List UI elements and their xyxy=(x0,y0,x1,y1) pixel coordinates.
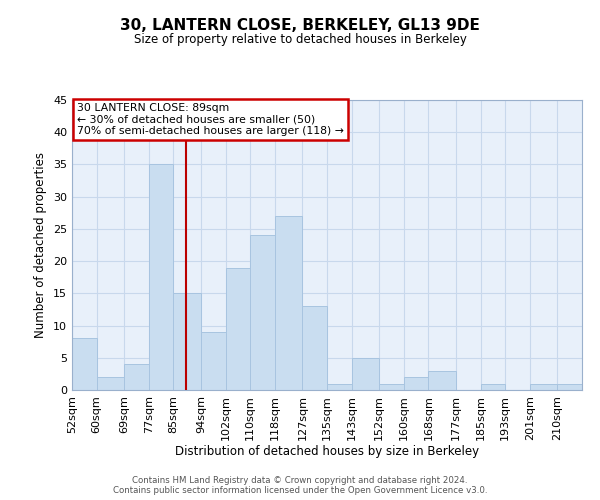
Bar xyxy=(72,338,97,390)
Bar xyxy=(201,332,226,390)
Y-axis label: Number of detached properties: Number of detached properties xyxy=(34,152,47,338)
Text: 30, LANTERN CLOSE, BERKELEY, GL13 9DE: 30, LANTERN CLOSE, BERKELEY, GL13 9DE xyxy=(120,18,480,32)
X-axis label: Distribution of detached houses by size in Berkeley: Distribution of detached houses by size … xyxy=(175,446,479,458)
Text: Size of property relative to detached houses in Berkeley: Size of property relative to detached ho… xyxy=(134,32,466,46)
Bar xyxy=(97,377,124,390)
Bar xyxy=(379,384,404,390)
Bar xyxy=(327,384,352,390)
Bar xyxy=(124,364,149,390)
Bar xyxy=(352,358,379,390)
Bar xyxy=(530,384,557,390)
Text: Contains public sector information licensed under the Open Government Licence v3: Contains public sector information licen… xyxy=(113,486,487,495)
Bar xyxy=(404,377,428,390)
Bar xyxy=(173,294,201,390)
Bar xyxy=(149,164,173,390)
Bar xyxy=(275,216,302,390)
Bar xyxy=(557,384,582,390)
Bar xyxy=(226,268,250,390)
Bar xyxy=(428,370,456,390)
Bar xyxy=(481,384,505,390)
Text: Contains HM Land Registry data © Crown copyright and database right 2024.: Contains HM Land Registry data © Crown c… xyxy=(132,476,468,485)
Bar xyxy=(302,306,327,390)
Bar xyxy=(250,236,275,390)
Text: 30 LANTERN CLOSE: 89sqm
← 30% of detached houses are smaller (50)
70% of semi-de: 30 LANTERN CLOSE: 89sqm ← 30% of detache… xyxy=(77,103,344,136)
